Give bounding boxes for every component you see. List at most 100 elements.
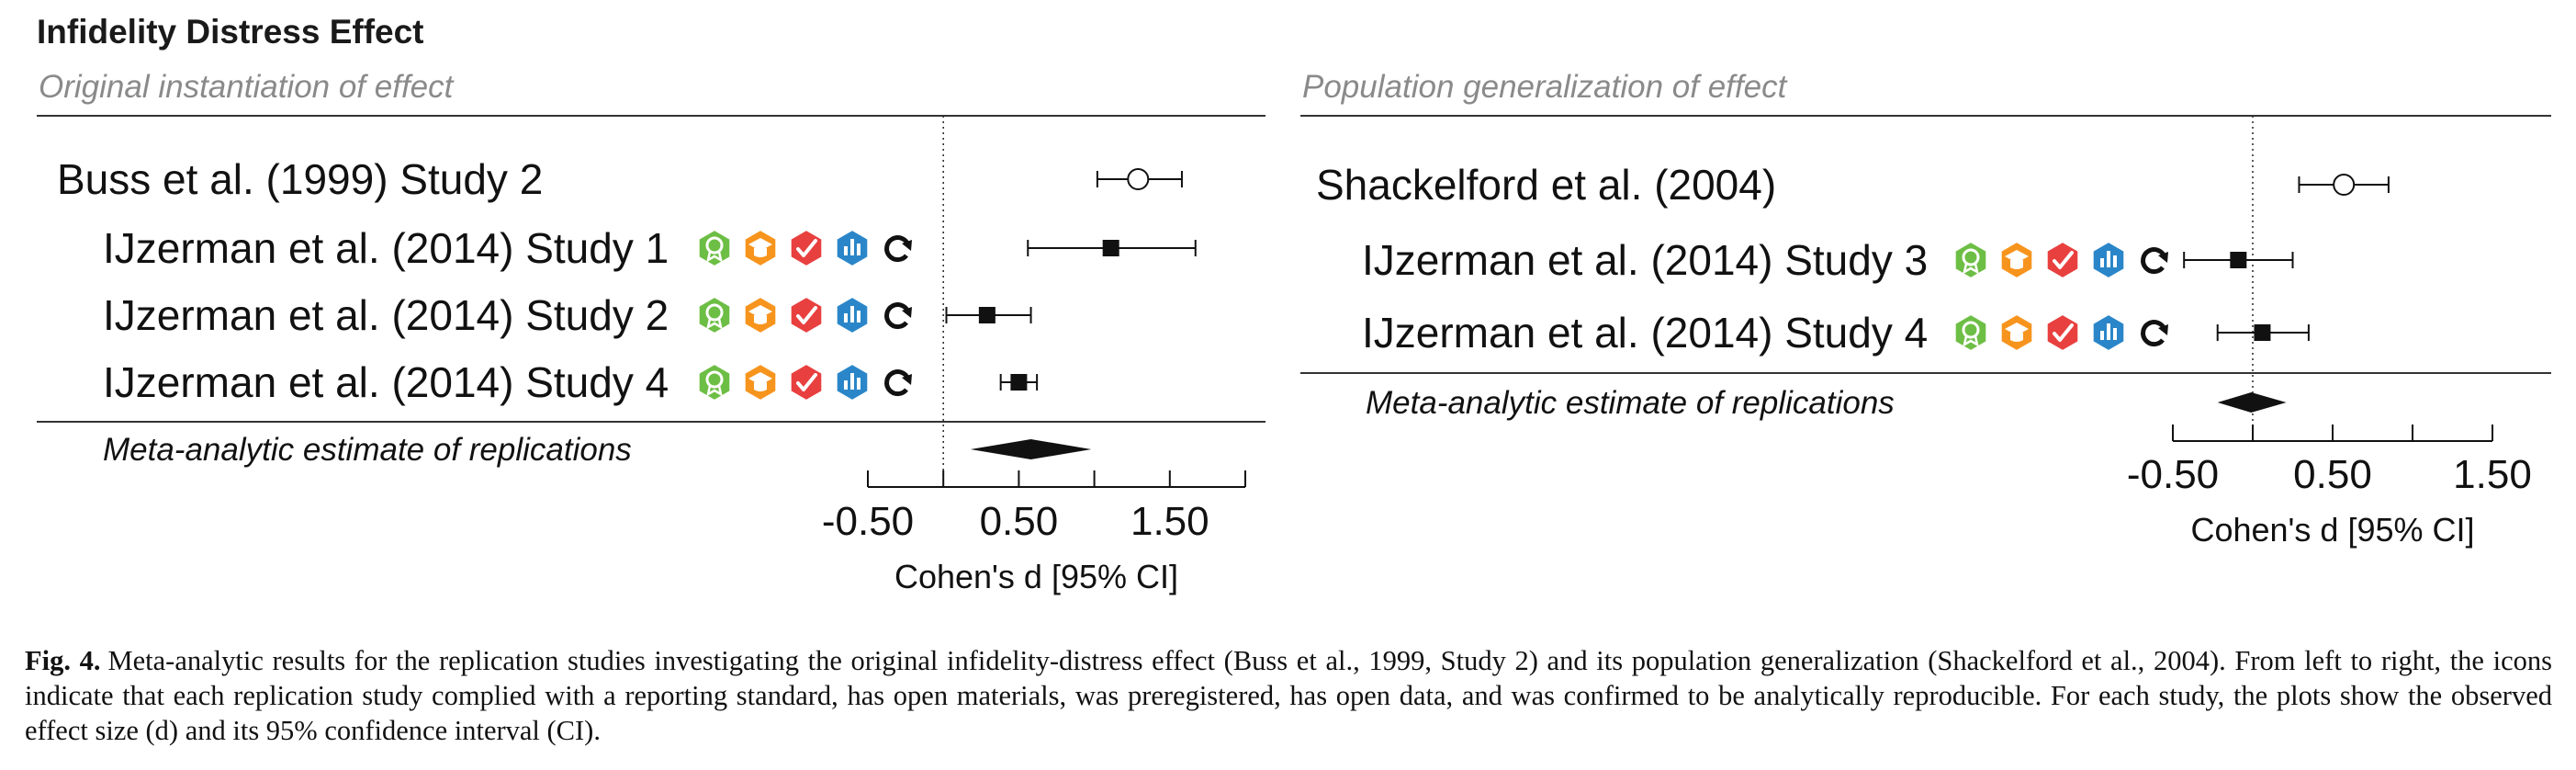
preregistered-badge-icon-shape — [789, 228, 824, 268]
bar-glyph — [850, 306, 854, 323]
arrow-arc — [884, 369, 911, 397]
cap-base-glyph — [754, 248, 767, 257]
bar-glyph — [2100, 258, 2104, 267]
reporting-standard-badge-icon-shape — [697, 362, 732, 402]
bar-glyph — [857, 378, 861, 390]
cap-base-glyph — [754, 315, 767, 324]
preregistered-badge-icon-shape — [789, 295, 824, 335]
original-study-label: Shackelford et al. (2004) — [1316, 161, 1776, 209]
open-materials-badge-icon — [1999, 240, 2034, 280]
bar-glyph — [844, 313, 848, 323]
x-tick-label: 1.50 — [1131, 499, 1209, 544]
analytically-reproducible-icon — [884, 235, 912, 263]
replication-study-label: IJzerman et al. (2014) Study 1 — [103, 224, 669, 272]
analytically-reproducible-icon — [884, 302, 912, 330]
reporting-standard-badge-icon — [1953, 312, 1988, 353]
reporting-standard-badge-icon-shape — [697, 295, 732, 335]
analytically-reproducible-icon — [884, 369, 912, 397]
bar-glyph — [857, 243, 861, 255]
cap-base-glyph — [2010, 333, 2023, 342]
preregistered-badge-icon — [2045, 312, 2080, 353]
open-materials-badge-icon — [1999, 312, 2034, 353]
x-tick-label: -0.50 — [822, 499, 914, 544]
arrow-head — [902, 307, 912, 318]
preregistered-badge-icon-shape — [789, 362, 824, 402]
reporting-standard-badge-icon-shape — [697, 228, 732, 268]
preregistered-badge-icon-shape — [2045, 312, 2080, 353]
replication-point — [2254, 324, 2271, 341]
open-materials-badge-icon — [743, 362, 778, 402]
figure-caption: Fig. 4. Meta-analytic results for the rep… — [25, 643, 2552, 748]
replication-point — [978, 307, 996, 323]
original-point — [1127, 168, 1150, 190]
bar-glyph — [2113, 328, 2117, 340]
open-data-badge-icon — [835, 228, 870, 268]
cap-base-glyph — [2010, 260, 2023, 269]
arrow-arc — [884, 302, 911, 330]
x-tick-label: 1.50 — [2453, 452, 2532, 497]
reporting-standard-badge-icon — [697, 228, 732, 268]
reporting-standard-badge-icon — [1953, 240, 1988, 280]
cap-glyph — [748, 238, 772, 251]
bar-glyph — [844, 246, 848, 255]
ribbon-glyph — [1962, 321, 1980, 339]
bar-glyph — [850, 239, 854, 255]
meta-analysis-diamond — [970, 439, 1092, 459]
reporting-standard-badge-icon-shape — [1953, 312, 1988, 353]
preregistered-badge-icon — [789, 295, 824, 335]
panel-title: Original instantiation of effect — [39, 69, 455, 105]
cap-glyph — [2005, 323, 2029, 335]
arrow-head — [2158, 252, 2168, 263]
bar-glyph — [2100, 331, 2104, 340]
arrow-head — [2158, 324, 2168, 335]
reporting-standard-badge-icon — [697, 362, 732, 402]
ribbon-glyph — [1962, 248, 1980, 266]
ribbon-glyph — [705, 236, 724, 255]
x-axis-label: Cohen's d [95% CI] — [894, 558, 1178, 595]
open-materials-badge-icon — [743, 228, 778, 268]
open-data-badge-icon — [835, 295, 870, 335]
reporting-standard-badge-icon — [697, 295, 732, 335]
original-point — [2333, 174, 2356, 196]
ribbon-tail-glyph — [706, 318, 723, 330]
open-data-badge-icon — [2091, 312, 2126, 353]
x-tick-label: 0.50 — [2293, 452, 2372, 497]
analytically-reproducible-icon — [2141, 247, 2168, 275]
replication-1-badges — [697, 295, 912, 335]
cap-glyph — [748, 305, 772, 318]
caption-text: Meta-analytic results for the replicatio… — [25, 645, 2552, 746]
ribbon-tail-glyph — [1963, 335, 1979, 347]
ribbon-glyph — [705, 303, 724, 322]
bar-glyph — [2113, 255, 2117, 267]
replication-2-badges — [697, 362, 912, 402]
analytically-reproducible-icon — [2141, 320, 2168, 347]
replication-study-label: IJzerman et al. (2014) Study 2 — [103, 291, 669, 339]
figure-title: Infidelity Distress Effect — [37, 13, 424, 51]
original-study-label: Buss et al. (1999) Study 2 — [57, 155, 543, 203]
x-tick-label: -0.50 — [2127, 452, 2219, 497]
replication-study-label: IJzerman et al. (2014) Study 3 — [1362, 236, 1928, 284]
bar-glyph — [2107, 251, 2110, 267]
check-glyph — [796, 306, 817, 324]
panel-title: Population generalization of effect — [1302, 69, 1788, 105]
ribbon-tail-glyph — [706, 385, 723, 397]
replication-point — [1102, 240, 1119, 256]
ribbon-glyph — [705, 370, 724, 389]
replication-point — [2230, 252, 2247, 268]
caption-label: Fig. 4. — [25, 645, 101, 676]
open-data-badge-icon — [2091, 240, 2126, 280]
preregistered-badge-icon — [2045, 240, 2080, 280]
reporting-standard-badge-icon-shape — [1953, 240, 1988, 280]
bar-glyph — [2107, 323, 2110, 340]
bar-glyph — [844, 380, 848, 390]
replication-point — [1010, 374, 1028, 391]
check-glyph — [796, 239, 817, 257]
replication-study-label: IJzerman et al. (2014) Study 4 — [1362, 309, 1928, 357]
arrow-arc — [2141, 320, 2167, 347]
ribbon-tail-glyph — [1963, 263, 1979, 275]
open-data-badge-icon — [835, 362, 870, 402]
meta-analysis-diamond — [2217, 392, 2287, 413]
open-materials-badge-icon — [743, 295, 778, 335]
x-axis-label: Cohen's d [95% CI] — [2190, 511, 2474, 549]
meta-analysis-label: Meta-analytic estimate of replications — [1366, 385, 1895, 421]
